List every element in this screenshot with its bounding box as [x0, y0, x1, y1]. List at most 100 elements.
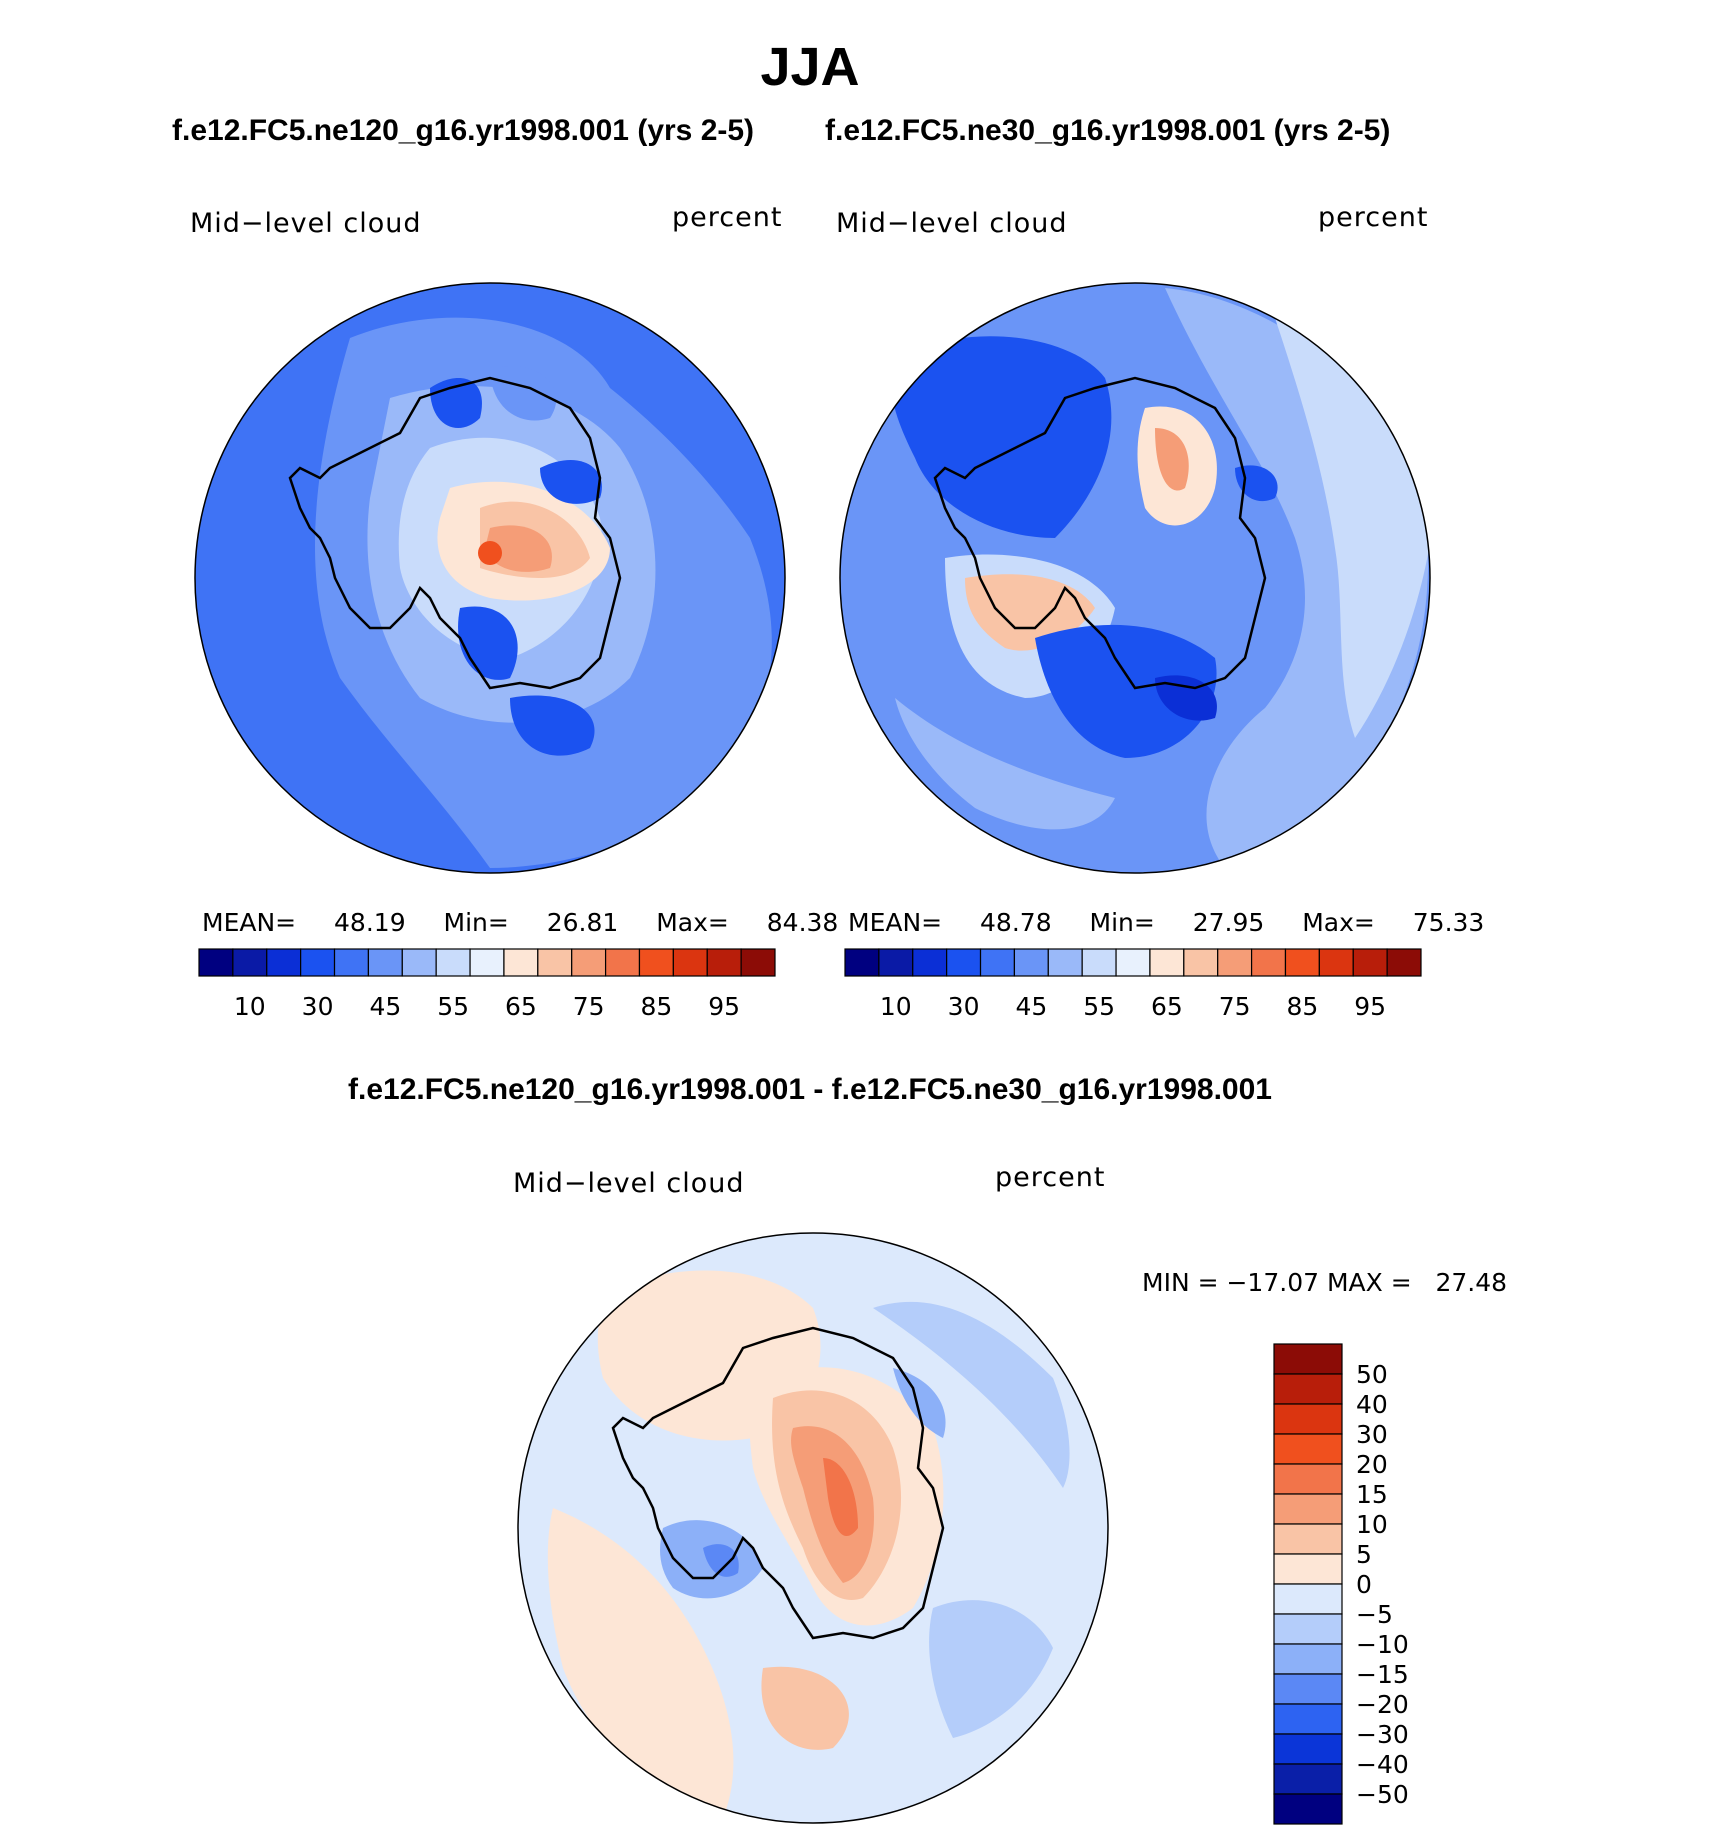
panel2-colorbar-box [1183, 948, 1219, 977]
panel2-colorbar: 10 30 45 55 65 75 85 95 [844, 948, 1422, 1021]
panel1-colorbar-box [537, 948, 573, 977]
difference-colorbar-tick-label: 0 [1356, 1570, 1372, 1599]
difference-colorbar-tick-label: 30 [1356, 1420, 1388, 1449]
panel1-colorbar-box [266, 948, 302, 977]
panel2-colorbar-box [979, 948, 1016, 977]
panel2-colorbar-box [1318, 948, 1354, 977]
panel1-colorbar-tick-label: 30 [302, 992, 334, 1021]
panel2-map [839, 282, 1431, 874]
panel2-variable-label: Mid−level cloud [836, 208, 1068, 239]
difference-colorbar-tick-label: 40 [1356, 1390, 1388, 1419]
panel1-colorbar-box [333, 948, 370, 977]
panel2-colorbar-box [1352, 948, 1388, 977]
difference-colorbar-box [1273, 1523, 1343, 1555]
panel1-colorbar-box [401, 948, 437, 977]
difference-colorbar-box [1273, 1613, 1343, 1645]
panel2-colorbar-box [912, 948, 948, 977]
panel1-stats: MEAN= 48.19 Min= 26.81 Max= 84.38 [202, 908, 838, 937]
panel1-max-label: Max= [656, 908, 729, 937]
panel1-colorbar-box [672, 948, 708, 977]
panel2-colorbar-box [946, 948, 982, 977]
difference-colorbar-tick-label: 20 [1356, 1450, 1388, 1479]
panel2-max-value: 75.33 [1412, 908, 1485, 937]
panel2-colorbar-tick-label: 10 [880, 992, 912, 1021]
panel1-colorbar-box [706, 948, 742, 977]
panel1-colorbar-tick-label: 10 [234, 992, 266, 1021]
difference-colorbar-tick-label: 5 [1356, 1540, 1372, 1569]
panel2-colorbar-box [844, 948, 880, 977]
panel1-case-title: f.e12.FC5.ne120_g16.yr1998.001 (yrs 2-5) [172, 114, 755, 147]
difference-colorbar-box [1273, 1583, 1343, 1615]
difference-colorbar-box [1273, 1643, 1343, 1675]
panel2-case-title: f.e12.FC5.ne30_g16.yr1998.001 (yrs 2-5) [825, 114, 1391, 147]
panel2-colorbar-box [1217, 948, 1253, 977]
panel2-min-value: 27.95 [1192, 908, 1265, 937]
difference-colorbar-box [1273, 1733, 1343, 1765]
panel2-colorbar-box [878, 948, 914, 977]
panel1-mean-label: MEAN= [202, 908, 297, 937]
difference-colorbar-box [1273, 1463, 1343, 1495]
panel1-colorbar-box [300, 948, 336, 977]
panel2-colorbar-tick-label: 65 [1151, 992, 1183, 1021]
difference-colorbar-box [1273, 1373, 1343, 1405]
panel1-colorbar-box [638, 948, 674, 977]
panel2-colorbar-tick-label: 95 [1354, 992, 1386, 1021]
difference-colorbar-tick-label: 50 [1356, 1360, 1388, 1389]
difference-colorbar-box [1273, 1433, 1343, 1465]
difference-colorbar-box [1273, 1673, 1343, 1705]
panel2-stats: MEAN= 48.78 Min= 27.95 Max= 75.33 [848, 908, 1484, 937]
panel2-colorbar-tick-label: 30 [948, 992, 980, 1021]
panel1-min-value: 26.81 [546, 908, 619, 937]
panel2-min-label: Min= [1089, 908, 1155, 937]
figure-title: JJA [760, 37, 860, 97]
difference-colorbar-tick-label: −40 [1356, 1750, 1409, 1779]
difference-variable-label: Mid−level cloud [513, 1168, 745, 1199]
difference-colorbar-box [1273, 1763, 1343, 1795]
panel1-colorbar-box [503, 948, 539, 977]
difference-colorbar-tick-label: −30 [1356, 1720, 1409, 1749]
difference-colorbar-box [1273, 1343, 1343, 1375]
panel1-colorbar-box [367, 948, 403, 977]
panel1-colorbar-box [435, 948, 471, 977]
panel2-max-label: Max= [1302, 908, 1375, 937]
panel2-colorbar-tick-label: 75 [1219, 992, 1251, 1021]
panel1-colorbar-tick-label: 45 [369, 992, 401, 1021]
difference-colorbar-tick-label: −5 [1356, 1600, 1393, 1629]
panel2-colorbar-tick-label: 55 [1083, 992, 1115, 1021]
difference-colorbar-tick-label: 15 [1356, 1480, 1388, 1509]
panel1-colorbar-tick-label: 65 [505, 992, 537, 1021]
panel1-colorbar-box [198, 948, 234, 977]
panel1-colorbar-tick-label: 55 [437, 992, 469, 1021]
difference-colorbar-tick-label: 10 [1356, 1510, 1388, 1539]
panel2-colorbar-box [1047, 948, 1083, 977]
panel2-colorbar-tick-label: 85 [1287, 992, 1319, 1021]
panel1-colorbar-box [469, 948, 505, 977]
panel1-colorbar-box [232, 948, 268, 977]
difference-colorbar-tick-label: −10 [1356, 1630, 1409, 1659]
panel2-units-label: percent [1318, 202, 1429, 233]
panel1-colorbar: 10 30 45 55 65 75 85 95 [198, 948, 776, 1021]
difference-units-label: percent [995, 1162, 1106, 1193]
panel2-mean-value: 48.78 [980, 908, 1052, 937]
panel1-map [194, 282, 786, 874]
panel1-colorbar-tick-label: 95 [708, 992, 740, 1021]
difference-map [517, 1232, 1109, 1824]
panel1-colorbar-box [571, 948, 607, 977]
difference-colorbar-tick-label: −20 [1356, 1690, 1409, 1719]
panel1-colorbar-tick-label: 75 [573, 992, 605, 1021]
difference-title: f.e12.FC5.ne120_g16.yr1998.001 - f.e12.F… [348, 1073, 1272, 1106]
difference-colorbar-tick-label: −15 [1356, 1660, 1409, 1689]
difference-colorbar-box [1273, 1403, 1343, 1435]
panel1-max-value: 84.38 [766, 908, 839, 937]
panel1-min-label: Min= [443, 908, 509, 937]
panel1-colorbar-box [604, 948, 641, 977]
panel2-mean-label: MEAN= [848, 908, 943, 937]
panel2-colorbar-tick-label: 45 [1015, 992, 1047, 1021]
difference-colorbar-box [1273, 1793, 1343, 1825]
panel2-colorbar-box [1250, 948, 1287, 977]
difference-stats: MIN = −17.07 MAX = 27.48 [1142, 1268, 1508, 1297]
difference-colorbar-box [1273, 1553, 1343, 1585]
panel2-colorbar-box [1149, 948, 1185, 977]
panel2-colorbar-box [1013, 948, 1049, 977]
